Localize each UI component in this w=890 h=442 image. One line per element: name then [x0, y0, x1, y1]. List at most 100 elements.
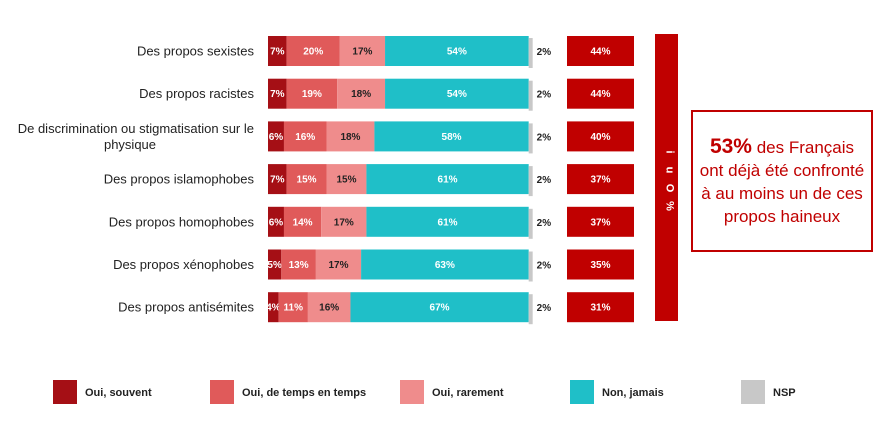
- bar-segment: [281, 249, 316, 280]
- bar-segment: [366, 206, 529, 237]
- bar-label-nsp: 2%: [537, 261, 552, 272]
- bar-label: 63%: [435, 260, 455, 271]
- callout-body: des Français ont déjà été confronté à au…: [699, 137, 865, 226]
- legend-label: Non, jamais: [602, 387, 664, 399]
- bar-label-nsp: 2%: [537, 175, 552, 186]
- summary-callout: 53% des Français ont déjà été confronté …: [691, 110, 873, 252]
- category-label: Des propos homophobes: [109, 214, 255, 229]
- bar-segment: [268, 164, 287, 195]
- bar-label-nsp: 2%: [537, 303, 552, 314]
- bar-label-nsp: 2%: [537, 90, 552, 101]
- bar-label: 15%: [336, 175, 356, 186]
- legend-swatch: [741, 380, 765, 404]
- bar-segment: [286, 164, 327, 195]
- bar-label: 19%: [302, 89, 322, 100]
- legend-swatch: [53, 380, 77, 404]
- oui-total-box: [567, 292, 634, 323]
- bar-segment: [374, 121, 529, 152]
- bar-label-nsp: 2%: [537, 47, 552, 58]
- oui-total-label: 31%: [590, 303, 610, 314]
- bar-label-nsp: 2%: [537, 218, 552, 229]
- callout-text: 53% des Français ont déjà été confronté …: [699, 135, 865, 228]
- bar-segment: [337, 78, 386, 109]
- bar-segment: [268, 78, 287, 109]
- bar-label: 17%: [328, 260, 348, 271]
- oui-total-box: [567, 249, 634, 280]
- bar-label: 18%: [340, 132, 360, 143]
- oui-column-header-char: i: [664, 150, 676, 153]
- bar-segment: [268, 206, 284, 237]
- oui-total-label: 44%: [590, 89, 610, 100]
- category-label: De discrimination ou stigmatisation sur …: [18, 121, 254, 136]
- bar-segment: [385, 78, 529, 109]
- bar-segment: [326, 164, 367, 195]
- bar-segment: [286, 78, 338, 109]
- legend-label: Oui, de temps en temps: [242, 387, 366, 399]
- bar-label: 6%: [269, 132, 284, 143]
- bar-segment: [283, 206, 322, 237]
- bar-label: 20%: [303, 47, 323, 58]
- bar-label: 58%: [442, 132, 462, 143]
- bar-segment: [268, 292, 279, 323]
- legend-swatch: [570, 380, 594, 404]
- bar-label: 67%: [430, 303, 450, 314]
- bar-segment-nsp: [528, 208, 533, 239]
- oui-column-header-char: O: [664, 184, 676, 193]
- bar-segment: [315, 249, 362, 280]
- category-label: Des propos xénophobes: [113, 257, 254, 272]
- legend-label: Oui, souvent: [85, 387, 152, 399]
- category-label: Des propos antisémites: [118, 300, 254, 315]
- bar-label: 7%: [270, 47, 285, 58]
- category-label: physique: [104, 137, 156, 152]
- oui-total-label: 35%: [590, 260, 610, 271]
- bar-segment-nsp: [528, 80, 533, 111]
- legend-label: NSP: [773, 387, 796, 399]
- bar-label: 54%: [447, 89, 467, 100]
- bar-segment: [321, 206, 367, 237]
- bar-label: 61%: [438, 175, 458, 186]
- bar-segment: [268, 249, 282, 280]
- bar-segment: [268, 121, 284, 152]
- oui-column-header-char: %: [664, 201, 676, 211]
- bar-label: 7%: [270, 89, 285, 100]
- category-label: Des propos racistes: [139, 86, 254, 101]
- bar-segment: [268, 36, 287, 66]
- bar-label: 15%: [297, 175, 317, 186]
- oui-total-label: 37%: [590, 175, 610, 186]
- category-label: Des propos sexistes: [137, 44, 255, 59]
- bar-segment-nsp: [528, 251, 533, 282]
- legend-swatch: [400, 380, 424, 404]
- bar-label: 5%: [267, 260, 282, 271]
- bar-label: 11%: [284, 303, 304, 314]
- oui-column-header-char: u: [664, 167, 676, 174]
- bar-label: 14%: [293, 217, 313, 228]
- bar-segment: [385, 36, 529, 66]
- oui-column-band: [655, 34, 678, 321]
- bar-label: 18%: [351, 89, 371, 100]
- bar-label: 7%: [270, 175, 285, 186]
- bar-label: 4%: [266, 303, 281, 314]
- oui-total-box: [567, 78, 634, 109]
- oui-total-label: 40%: [590, 132, 610, 143]
- bar-segment: [326, 121, 375, 152]
- bar-label: 6%: [269, 217, 284, 228]
- bar-segment: [366, 164, 529, 195]
- oui-total-box: [567, 164, 634, 195]
- oui-total-box: [567, 121, 634, 152]
- bar-segment: [361, 249, 529, 280]
- legend-swatch: [210, 380, 234, 404]
- oui-total-label: 44%: [590, 47, 610, 58]
- bar-segment-nsp: [528, 166, 533, 197]
- oui-total-label: 37%: [590, 217, 610, 228]
- bar-label: 16%: [295, 132, 315, 143]
- bar-label: 13%: [289, 260, 309, 271]
- callout-highlight: 53%: [709, 134, 752, 158]
- bar-segment-nsp: [528, 294, 533, 325]
- bar-segment: [339, 36, 386, 66]
- bar-segment: [278, 292, 308, 323]
- bar-segment: [283, 121, 327, 152]
- bar-label: 17%: [334, 217, 354, 228]
- bar-label: 17%: [352, 47, 372, 58]
- oui-total-box: [567, 36, 634, 66]
